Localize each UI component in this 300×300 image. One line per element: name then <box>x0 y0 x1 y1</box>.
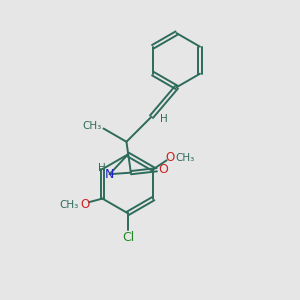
Text: N: N <box>105 168 114 181</box>
Text: H: H <box>160 114 168 124</box>
Text: H: H <box>98 163 105 173</box>
Text: O: O <box>165 151 174 164</box>
Text: O: O <box>80 198 89 211</box>
Text: CH₃: CH₃ <box>60 200 79 210</box>
Text: CH₃: CH₃ <box>175 153 194 163</box>
Text: Cl: Cl <box>122 231 134 244</box>
Text: CH₃: CH₃ <box>83 121 102 131</box>
Text: O: O <box>158 163 168 176</box>
